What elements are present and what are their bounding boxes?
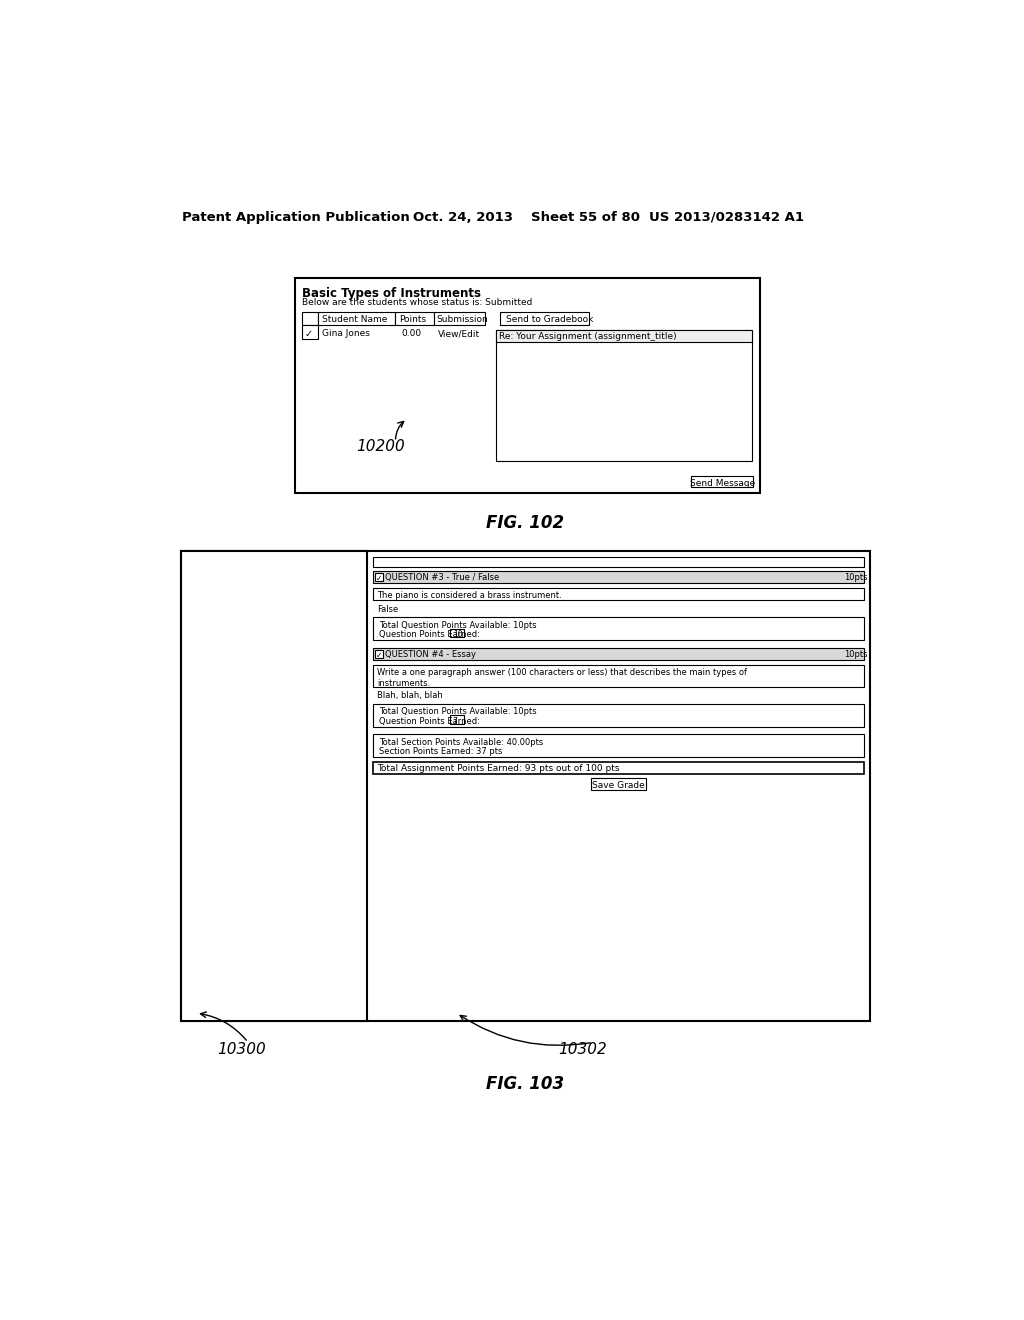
Text: FIG. 102: FIG. 102	[485, 515, 564, 532]
Bar	[373, 572, 864, 583]
Text: Save Grade: Save Grade	[592, 780, 645, 789]
Text: Send Message: Send Message	[690, 479, 755, 487]
Text: Question Points Earned:: Question Points Earned:	[379, 717, 480, 726]
Text: Sheet 55 of 80: Sheet 55 of 80	[531, 211, 640, 224]
Text: US 2013/0283142 A1: US 2013/0283142 A1	[649, 211, 804, 224]
Bar	[302, 312, 317, 326]
Text: 7: 7	[453, 717, 458, 726]
Text: ✓: ✓	[305, 330, 312, 339]
Text: Total Question Points Available: 10pts: Total Question Points Available: 10pts	[379, 622, 537, 630]
Bar	[373, 762, 864, 775]
Text: Points: Points	[399, 315, 426, 325]
Bar	[373, 665, 864, 686]
Bar	[373, 589, 864, 601]
Text: Patent Application Publication: Patent Application Publication	[182, 211, 410, 224]
Bar	[180, 552, 870, 1020]
Bar	[395, 312, 434, 326]
Text: Student Name: Student Name	[322, 315, 387, 325]
Bar	[496, 330, 752, 461]
Text: Below are the students whose status is: Submitted: Below are the students whose status is: …	[302, 298, 532, 306]
Bar	[375, 573, 383, 581]
Text: 10300: 10300	[217, 1043, 266, 1057]
Bar	[180, 552, 367, 1020]
Bar	[302, 326, 317, 339]
Text: Blah, blah, blah: Blah, blah, blah	[377, 692, 442, 700]
Text: Question Points Earned:: Question Points Earned:	[379, 631, 480, 639]
Bar	[500, 312, 589, 325]
Text: Submission: Submission	[436, 315, 488, 325]
Text: 10302: 10302	[558, 1043, 607, 1057]
Text: 0.00: 0.00	[401, 330, 422, 338]
Bar	[591, 779, 646, 789]
Text: View/Edit: View/Edit	[438, 330, 480, 338]
Bar	[373, 618, 864, 640]
Bar	[373, 704, 864, 726]
Bar	[375, 651, 383, 659]
Text: Total Question Points Available: 10pts: Total Question Points Available: 10pts	[379, 708, 537, 717]
Bar	[434, 312, 484, 326]
Text: Total Section Points Available: 40.00pts: Total Section Points Available: 40.00pts	[379, 738, 544, 747]
Text: ✓: ✓	[376, 574, 382, 583]
Text: Total Assignment Points Earned: 93 pts out of 100 pts: Total Assignment Points Earned: 93 pts o…	[378, 764, 621, 774]
Bar	[373, 557, 864, 566]
Bar	[317, 312, 395, 326]
Text: QUESTION #4 - Essay: QUESTION #4 - Essay	[385, 651, 476, 660]
Bar	[496, 330, 752, 342]
Bar	[373, 648, 864, 660]
Text: Section Points Earned: 37 pts: Section Points Earned: 37 pts	[379, 747, 503, 756]
Text: Gina Jones: Gina Jones	[322, 330, 370, 338]
Text: Write a one paragraph answer (100 characters or less) that describes the main ty: Write a one paragraph answer (100 charac…	[377, 668, 746, 688]
Text: False: False	[377, 605, 398, 614]
Text: 10: 10	[453, 631, 463, 639]
Text: 10pts: 10pts	[844, 651, 867, 660]
Bar	[373, 734, 864, 758]
Text: The piano is considered a brass instrument.: The piano is considered a brass instrume…	[377, 591, 561, 601]
Bar	[295, 277, 760, 494]
Text: Oct. 24, 2013: Oct. 24, 2013	[414, 211, 513, 224]
Text: Re: Your Assignment (assignment_title): Re: Your Assignment (assignment_title)	[500, 333, 677, 342]
Text: ✓: ✓	[376, 651, 382, 660]
Bar	[451, 628, 464, 638]
Text: Send to Gradebook: Send to Gradebook	[506, 314, 594, 323]
Text: 10pts: 10pts	[844, 573, 867, 582]
Text: 10200: 10200	[356, 440, 406, 454]
Text: QUESTION #3 - True / False: QUESTION #3 - True / False	[385, 573, 500, 582]
Text: FIG. 103: FIG. 103	[485, 1074, 564, 1093]
Text: Basic Types of Instruments: Basic Types of Instruments	[302, 286, 481, 300]
Bar	[451, 715, 464, 723]
Bar	[691, 477, 754, 487]
